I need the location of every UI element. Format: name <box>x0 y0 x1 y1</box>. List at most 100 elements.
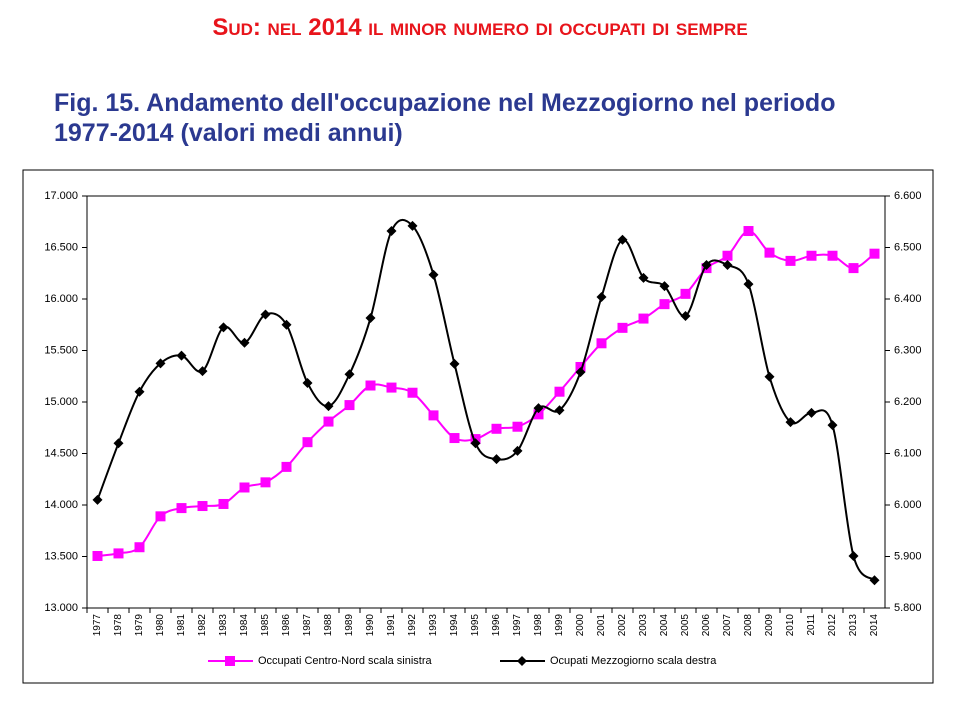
marker <box>302 437 313 448</box>
marker <box>239 337 250 348</box>
marker <box>218 498 229 509</box>
marker <box>722 250 733 261</box>
marker <box>701 260 712 271</box>
marker <box>533 403 544 414</box>
marker <box>197 366 208 377</box>
marker <box>428 269 439 280</box>
legend-marker <box>225 656 235 666</box>
marker <box>785 417 796 428</box>
marker <box>449 358 460 369</box>
y2-tick-label: 6.400 <box>894 293 922 305</box>
x-tick-label: 2005 <box>680 614 691 637</box>
marker <box>575 361 586 372</box>
x-tick-label: 2006 <box>701 614 712 637</box>
x-tick-label: 2000 <box>575 614 586 637</box>
marker <box>596 338 607 349</box>
marker <box>659 299 670 310</box>
chart-title: Fig. 15. Andamento dell'occupazione nel … <box>54 89 836 147</box>
y-tick-label: 16.500 <box>44 241 78 253</box>
y-tick-label: 17.000 <box>44 190 78 202</box>
marker <box>428 410 439 421</box>
series <box>92 226 880 561</box>
marker <box>764 247 775 258</box>
x-tick-label: 2013 <box>848 614 859 637</box>
y2-tick-label: 6.600 <box>894 190 922 202</box>
y-tick-label: 16.000 <box>44 293 78 305</box>
marker <box>344 400 355 411</box>
x-tick-label: 1978 <box>113 614 124 637</box>
x-tick-label: 1981 <box>176 614 187 637</box>
y2-tick-label: 6.300 <box>894 344 922 356</box>
marker <box>197 501 208 512</box>
marker <box>323 416 334 427</box>
legend-label: Occupati Centro-Nord scala sinistra <box>258 655 433 667</box>
x-tick-label: 1990 <box>365 614 376 637</box>
x-tick-label: 2003 <box>638 614 649 637</box>
marker <box>323 401 334 412</box>
marker <box>260 477 271 488</box>
marker <box>365 313 376 324</box>
marker <box>302 377 313 388</box>
marker <box>596 291 607 302</box>
marker <box>449 433 460 444</box>
marker <box>827 250 838 261</box>
marker <box>176 503 187 514</box>
x-tick-label: 1980 <box>155 614 166 637</box>
y-tick-label: 14.500 <box>44 447 78 459</box>
marker <box>848 550 859 561</box>
y2-tick-label: 5.800 <box>894 602 922 614</box>
y-tick-label: 13.000 <box>44 602 78 614</box>
y2-tick-label: 6.100 <box>894 447 922 459</box>
marker <box>407 387 418 398</box>
marker <box>848 263 859 274</box>
marker <box>491 423 502 434</box>
marker <box>386 382 397 393</box>
x-tick-label: 1999 <box>554 614 565 637</box>
marker <box>113 438 124 449</box>
y-tick-label: 13.500 <box>44 550 78 562</box>
marker <box>470 438 481 449</box>
marker <box>869 575 880 586</box>
x-tick-label: 1994 <box>449 614 460 637</box>
y-tick-label: 14.000 <box>44 499 78 511</box>
y-tick-label: 15.000 <box>44 396 78 408</box>
marker <box>218 322 229 333</box>
marker <box>134 542 145 553</box>
marker <box>113 548 124 559</box>
marker <box>617 234 628 245</box>
x-tick-label: 1988 <box>323 614 334 637</box>
x-tick-label: 2008 <box>743 614 754 637</box>
chart-frame <box>22 169 934 684</box>
marker <box>806 407 817 418</box>
y2-tick-label: 6.200 <box>894 396 922 408</box>
marker <box>743 279 754 290</box>
x-tick-label: 2002 <box>617 614 628 637</box>
marker <box>155 358 166 369</box>
marker <box>260 309 271 320</box>
marker <box>386 226 397 237</box>
marker <box>407 220 418 231</box>
marker <box>134 386 145 397</box>
marker <box>92 494 103 505</box>
marker <box>785 255 796 266</box>
marker <box>533 409 544 420</box>
y-tick-label: 15.500 <box>44 344 78 356</box>
marker <box>176 350 187 361</box>
x-tick-label: 1993 <box>428 614 439 637</box>
x-tick-label: 1996 <box>491 614 502 637</box>
marker <box>512 445 523 456</box>
marker <box>827 420 838 431</box>
x-tick-label: 2014 <box>869 614 880 637</box>
x-tick-label: 2001 <box>596 614 607 637</box>
x-tick-label: 1995 <box>470 614 481 637</box>
x-tick-label: 1989 <box>344 614 355 637</box>
x-tick-label: 2010 <box>785 614 796 637</box>
marker <box>554 405 565 416</box>
marker <box>365 380 376 391</box>
x-tick-label: 1991 <box>386 614 397 637</box>
x-tick-label: 1997 <box>512 614 523 637</box>
marker <box>680 310 691 321</box>
x-tick-label: 1986 <box>281 614 292 637</box>
headline: Sud: nel 2014 il minor numero di occupat… <box>212 14 748 41</box>
